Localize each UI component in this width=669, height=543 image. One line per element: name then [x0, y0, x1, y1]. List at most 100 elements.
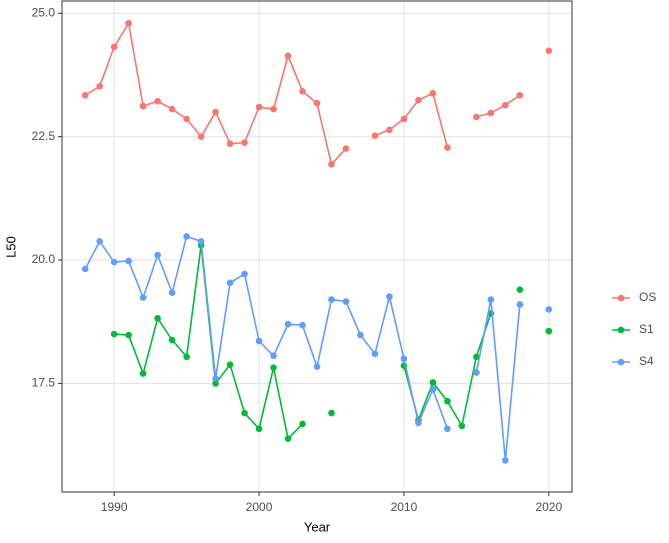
point: [226, 361, 234, 368]
point: [313, 99, 321, 107]
point: [328, 409, 335, 417]
point: [444, 144, 451, 151]
point: [125, 19, 132, 27]
point: [96, 83, 103, 90]
legend-label: OS: [639, 290, 656, 304]
point: [139, 370, 147, 377]
line: [84, 235, 449, 430]
point: [212, 375, 219, 382]
point: [168, 105, 176, 113]
point: [212, 108, 219, 116]
point: [545, 47, 553, 55]
legend-label: S4: [639, 354, 654, 368]
point: [197, 238, 205, 245]
point: [429, 89, 437, 97]
legend-point: [617, 358, 625, 366]
y-tick-label: 25.0: [32, 6, 56, 20]
point: [168, 336, 176, 344]
point: [313, 363, 321, 370]
panel-border: [61, 0, 573, 493]
legend-label: S1: [639, 322, 654, 336]
point: [415, 96, 422, 104]
point: [270, 105, 277, 113]
point: [96, 238, 103, 245]
point: [139, 294, 147, 301]
point: [270, 352, 277, 360]
point: [342, 298, 350, 305]
point: [81, 91, 89, 99]
y-tick-label: 20.0: [32, 252, 56, 266]
point: [429, 379, 437, 386]
point: [241, 270, 248, 278]
point: [487, 296, 495, 303]
point: [299, 88, 306, 95]
x-tick-label: 2020: [535, 500, 562, 514]
point: [328, 161, 335, 168]
x-tick-label: 2010: [391, 500, 418, 514]
x-tick-label: 1990: [101, 500, 128, 514]
point: [473, 353, 480, 361]
point: [226, 279, 234, 287]
point: [299, 321, 306, 329]
point: [110, 258, 118, 266]
point: [342, 145, 350, 152]
point: [81, 265, 89, 273]
line: [476, 94, 521, 118]
point: [545, 327, 553, 335]
point: [284, 320, 292, 328]
legend-point: [617, 326, 625, 334]
point: [154, 97, 161, 105]
point: [110, 43, 118, 51]
point: [183, 233, 190, 240]
point: [357, 331, 364, 339]
point: [516, 91, 524, 99]
point: [183, 115, 190, 123]
point: [444, 397, 451, 405]
point: [154, 314, 161, 322]
point: [444, 425, 451, 433]
point: [110, 330, 118, 338]
point: [299, 420, 306, 428]
point: [168, 289, 176, 296]
point: [371, 132, 379, 140]
point: [197, 133, 205, 141]
point: [458, 422, 466, 430]
point: [415, 419, 422, 427]
point: [125, 331, 132, 339]
point: [183, 353, 190, 361]
point: [545, 306, 553, 313]
y-tick-label: 22.5: [32, 129, 56, 143]
point: [255, 337, 263, 345]
point: [284, 435, 292, 443]
point: [400, 355, 408, 363]
x-axis-title: Year: [304, 519, 331, 534]
point: [125, 257, 132, 265]
point: [241, 409, 248, 417]
point: [516, 301, 524, 308]
point: [400, 115, 408, 123]
point: [502, 457, 509, 464]
y-axis-title: L50: [3, 236, 18, 258]
point: [284, 52, 292, 60]
point: [270, 364, 277, 371]
point: [473, 113, 480, 121]
point: [473, 369, 480, 376]
point: [212, 380, 219, 387]
point: [226, 140, 234, 147]
point: [429, 386, 437, 393]
point: [386, 293, 393, 300]
y-tick-label: 17.5: [32, 376, 56, 390]
line: [475, 299, 521, 461]
panel: [62, 1, 572, 492]
point: [386, 126, 393, 134]
point: [154, 251, 161, 259]
legend-point: [617, 294, 625, 302]
point: [328, 296, 335, 303]
x-tick-label: 2000: [246, 500, 273, 514]
point: [139, 102, 147, 110]
point: [371, 350, 379, 358]
point: [255, 425, 263, 433]
point: [241, 139, 248, 146]
